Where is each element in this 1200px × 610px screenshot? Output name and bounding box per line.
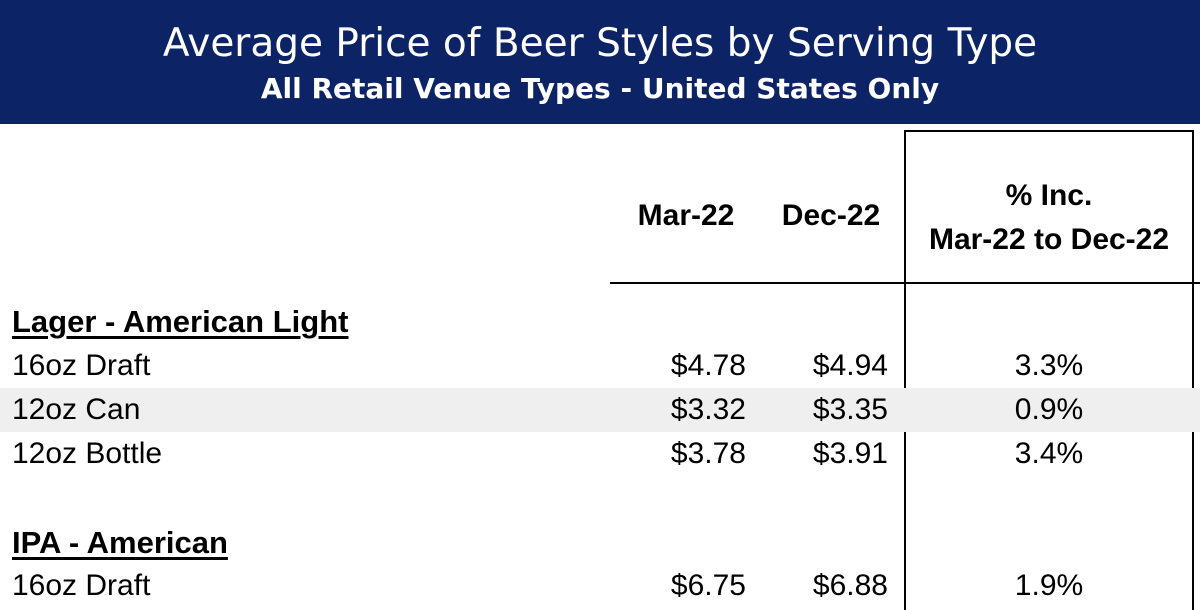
row-mar-value: $4.78 (670, 349, 746, 382)
row-label: 12oz Can (12, 393, 141, 426)
column-header-pct-increase: % Inc. Mar-22 to Dec-22 (906, 174, 1192, 262)
row-dec-value: $6.88 (812, 569, 888, 602)
pct-header-line-1: % Inc. (1005, 179, 1093, 212)
row-pct-value: 3.3% (1014, 349, 1084, 382)
page-title: Average Price of Beer Styles by Serving … (162, 21, 1038, 66)
table-row: 12oz Can $3.32 $3.35 0.9% (0, 388, 1200, 432)
row-label: 16oz Draft (12, 569, 151, 602)
row-mar-value: $3.32 (670, 393, 746, 426)
table-row: 12oz Bottle $3.78 $3.91 3.4% (0, 432, 1200, 476)
section-title-lager-american-light: Lager - American Light (12, 304, 349, 339)
row-pct-value: 3.4% (1014, 437, 1084, 470)
row-label: 12oz Bottle (12, 437, 163, 470)
pct-header-line-2: Mar-22 to Dec-22 (928, 223, 1170, 256)
header-divider (610, 282, 1200, 284)
row-label: 16oz Draft (12, 349, 151, 382)
row-dec-value: $4.94 (812, 349, 888, 382)
row-dec-value: $3.91 (812, 437, 888, 470)
title-banner: Average Price of Beer Styles by Serving … (0, 0, 1200, 124)
row-dec-value: $3.35 (812, 393, 888, 426)
column-header-dec-22: Dec-22 (781, 199, 881, 232)
row-pct-value: 0.9% (1014, 393, 1084, 426)
pct-increase-column-frame (904, 130, 1194, 610)
page-subtitle: All Retail Venue Types - United States O… (260, 72, 940, 105)
row-mar-value: $3.78 (670, 437, 746, 470)
column-header-mar-22: Mar-22 (637, 199, 735, 232)
section-title-ipa-american: IPA - American (12, 525, 228, 560)
table-row: 16oz Draft $6.75 $6.88 1.9% (0, 564, 1200, 608)
row-mar-value: $6.75 (670, 569, 746, 602)
row-pct-value: 1.9% (1014, 569, 1084, 602)
table-row: 16oz Draft $4.78 $4.94 3.3% (0, 344, 1200, 388)
